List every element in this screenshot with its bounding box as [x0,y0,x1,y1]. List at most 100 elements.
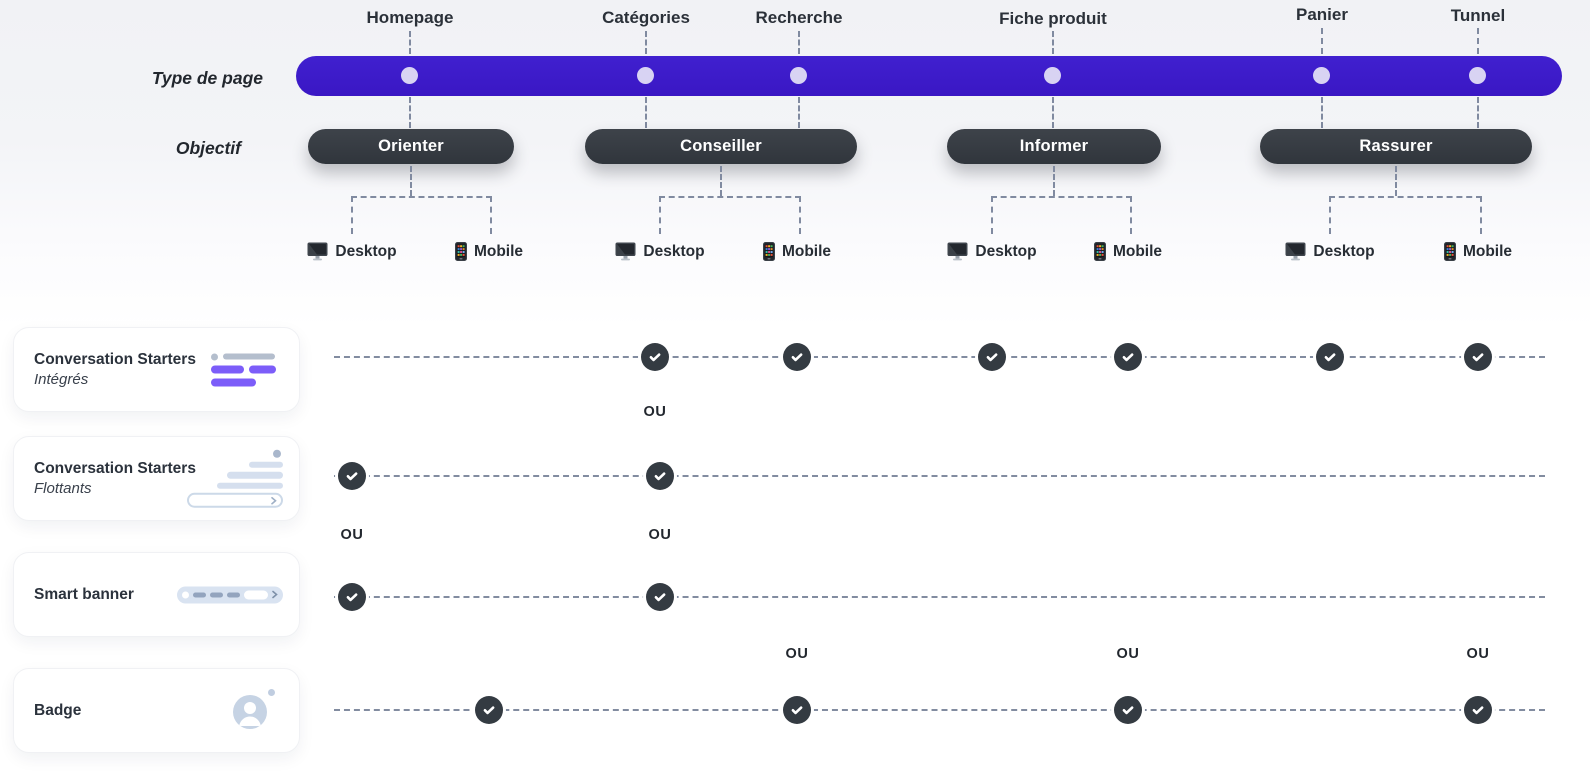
desktop-icon [307,242,328,261]
smart-banner-icon [177,586,283,603]
page-label-tunnel: Tunnel [1450,6,1506,25]
device-label: Mobile [1112,242,1163,260]
mobile-icon [1093,242,1106,261]
page-dot-homepage [401,67,418,84]
check-marker [978,343,1006,371]
check-marker [1114,696,1142,724]
page-dot-fiche-produit [1044,67,1061,84]
dashed-connector [1321,97,1323,128]
branch-connector [659,196,801,234]
device-group-mobile: Mobile [712,242,882,261]
check-marker [783,696,811,724]
badge-avatar-icon [233,688,275,730]
widget-card-text: Smart banner [14,585,134,605]
device-group-mobile: Mobile [1393,242,1563,261]
page-dot-tunnel [1469,67,1486,84]
desktop-icon [615,242,636,261]
device-group-desktop: Desktop [267,242,437,261]
row-line-cs-integres [334,356,1545,358]
widget-card-cs-integres: Conversation Starters Intégrés [13,327,300,412]
desktop-icon [947,242,968,261]
widget-card-text: Conversation Starters Flottants [14,459,196,498]
objective-pill-orienter: Orienter [308,129,514,164]
row-line-cs-flottants [334,475,1545,477]
check-marker [641,343,669,371]
page-dot-categories [637,67,654,84]
page-label-fiche-produit: Fiche produit [999,9,1107,28]
check-marker [1316,343,1344,371]
dashed-connector [798,31,800,54]
branch-connector [991,196,1132,234]
dashed-connector [1477,28,1479,54]
row-label-objectif: Objectif [175,138,241,158]
dashed-connector [410,166,412,196]
branch-connector [351,196,492,234]
dashed-connector [645,31,647,54]
device-group-mobile: Mobile [1043,242,1213,261]
dashed-connector [1053,166,1055,196]
widget-title: Badge [34,701,82,719]
objective-pill-rassurer: Rassurer [1260,129,1532,164]
device-label: Desktop [335,242,397,260]
widget-title: Smart banner [34,585,134,603]
dashed-connector [1321,28,1323,54]
widget-title: Conversation Starters [34,351,196,368]
check-marker [1464,696,1492,724]
conversation-starters-flottants-icon [187,449,283,508]
branch-connector [1329,196,1482,234]
row-line-badge [334,709,1545,711]
page-label-homepage: Homepage [366,8,454,27]
row-label-type-de-page: Type de page [151,68,263,88]
widget-title: Conversation Starters [34,460,196,477]
objective-pill-informer: Informer [947,129,1161,164]
check-marker [1464,343,1492,371]
or-label: OU [785,646,809,662]
device-label: Mobile [1462,242,1513,260]
mobile-icon [1443,242,1456,261]
page-label-categories: Catégories [602,8,690,27]
check-marker [646,583,674,611]
widget-subtitle: Flottants [34,480,92,497]
page-type-bar [296,56,1562,96]
device-label: Desktop [643,242,705,260]
device-label: Desktop [1313,242,1375,260]
widget-card-badge: Badge [13,668,300,753]
dashed-connector [1395,166,1397,196]
check-marker [783,343,811,371]
dashed-connector [1052,97,1054,128]
check-marker [1114,343,1142,371]
widget-card-text: Conversation Starters Intégrés [14,350,196,389]
or-label: OU [1116,646,1140,662]
or-label: OU [648,527,672,543]
row-line-smart-banner [334,596,1545,598]
check-marker [338,462,366,490]
conversation-starters-integres-icon [211,353,279,386]
check-marker [338,583,366,611]
check-marker [646,462,674,490]
check-marker [475,696,503,724]
widget-card-text: Badge [14,701,81,721]
page-dot-panier [1313,67,1330,84]
device-label: Desktop [975,242,1037,260]
dashed-connector [1052,31,1054,54]
device-label: Mobile [781,242,832,260]
widget-card-cs-flottants: Conversation Starters Flottants [13,436,300,521]
dashed-connector [720,166,722,196]
widget-subtitle: Intégrés [34,371,89,388]
page-dot-recherche [790,67,807,84]
or-label: OU [643,404,667,420]
widget-card-smart-banner: Smart banner [13,552,300,637]
device-label: Mobile [473,242,524,260]
device-group-desktop: Desktop [907,242,1077,261]
or-label: OU [340,527,364,543]
dashed-connector [798,97,800,128]
dashed-connector [645,97,647,128]
mobile-icon [454,242,467,261]
or-label: OU [1466,646,1490,662]
desktop-icon [1285,242,1306,261]
page-label-recherche: Recherche [755,8,843,27]
device-group-mobile: Mobile [404,242,574,261]
device-group-desktop: Desktop [575,242,745,261]
objective-pill-conseiller: Conseiller [585,129,857,164]
